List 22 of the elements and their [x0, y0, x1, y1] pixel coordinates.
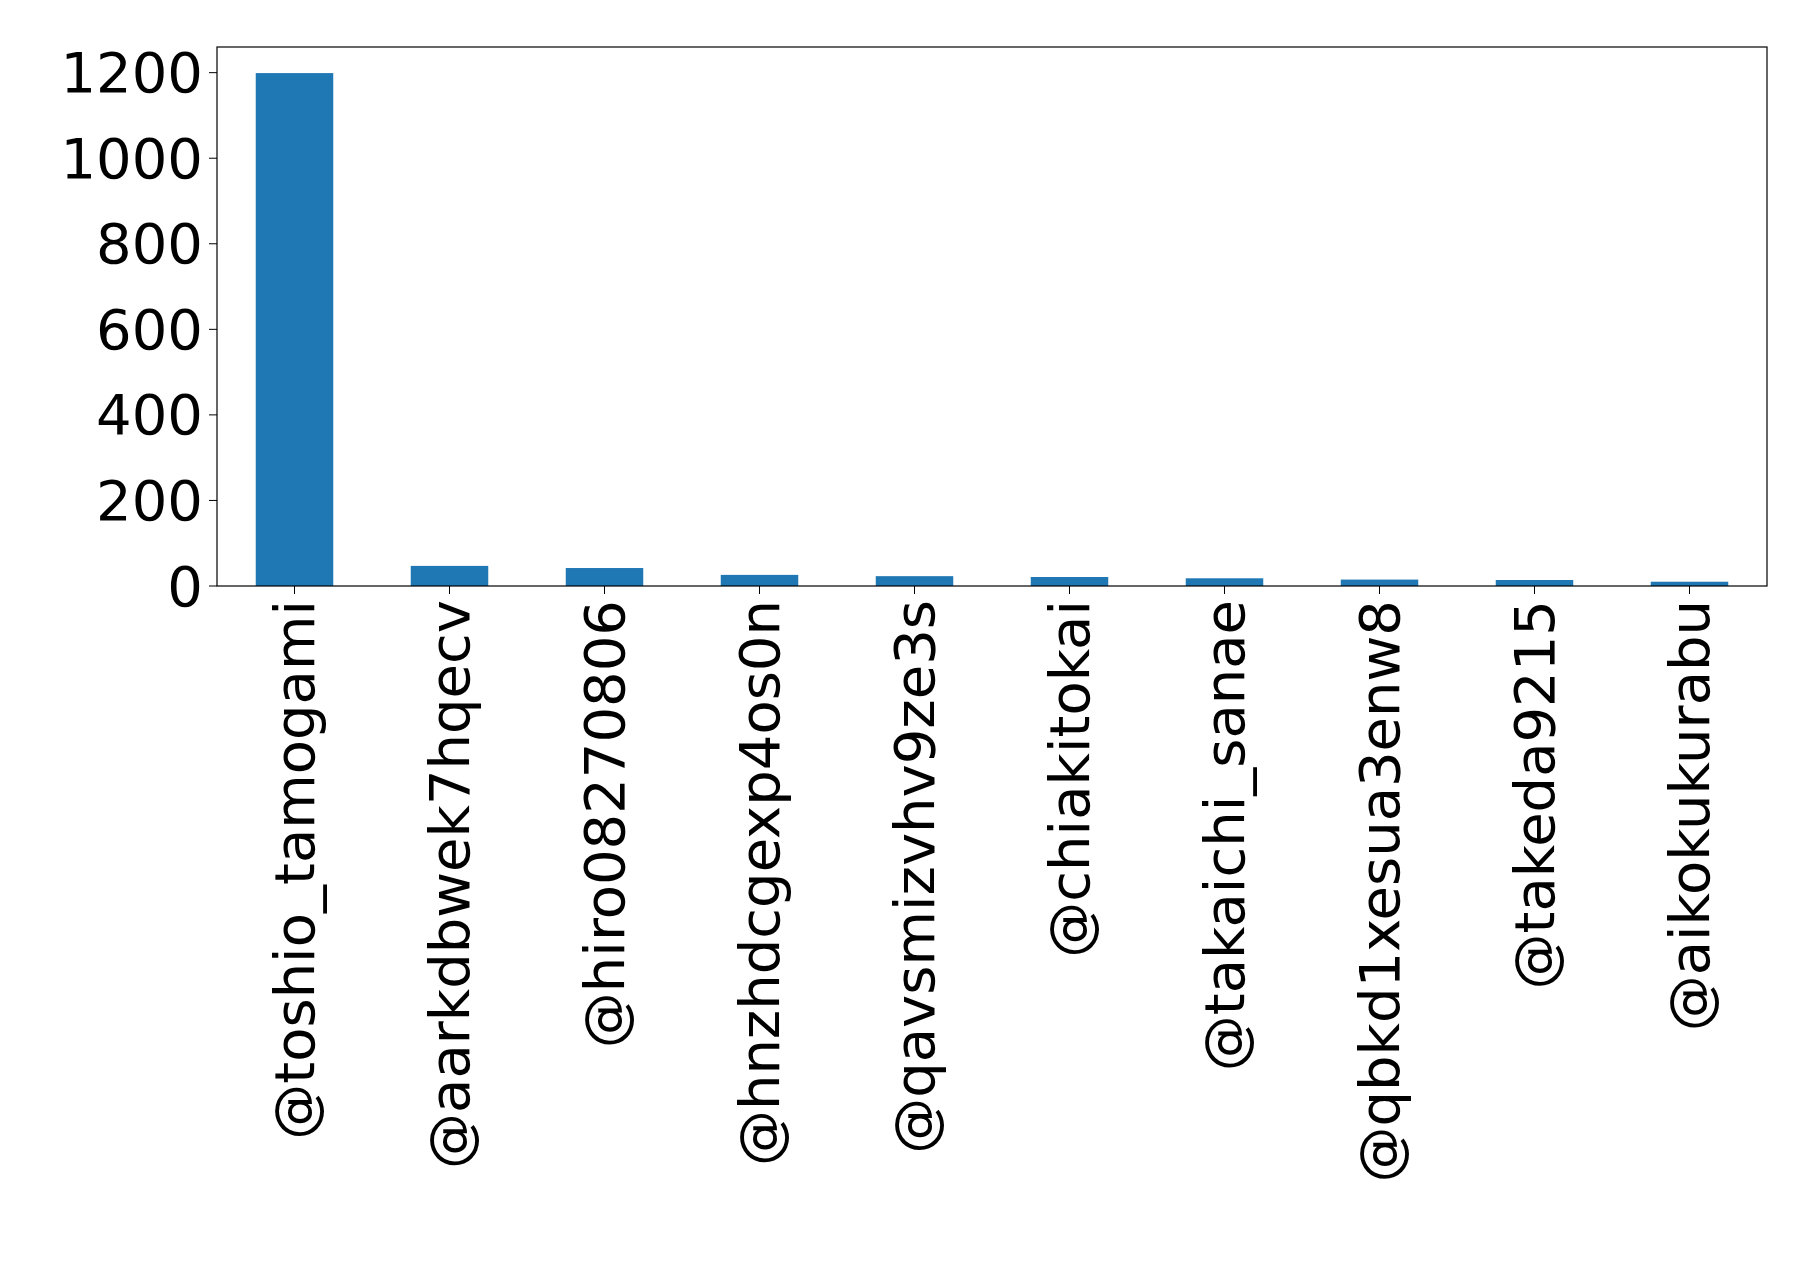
y-tick-label: 1200 [60, 40, 203, 106]
bar [875, 576, 954, 586]
y-tick-label: 200 [96, 468, 203, 534]
x-tick-label: @hnzhdcgexp4os0n [727, 600, 793, 1167]
bar [1185, 578, 1264, 586]
bar [410, 565, 489, 586]
x-tick-label: @qbkd1xesua3enw8 [1347, 600, 1413, 1183]
x-tick-label: @toshio_tamogami [262, 600, 328, 1140]
x-tick-label: @aarkdbwek7hqecv [417, 600, 483, 1169]
bar [255, 73, 334, 586]
y-tick-label: 600 [96, 296, 203, 362]
y-tick-label: 800 [96, 211, 203, 277]
bar [565, 568, 644, 586]
x-tick-label: @aikokukurabu [1657, 600, 1723, 1032]
y-tick-label: 400 [96, 382, 203, 448]
x-tick-label: @qavsmizvhv9ze3s [882, 600, 948, 1154]
y-tick-label: 0 [167, 553, 203, 619]
y-tick-label: 1000 [60, 125, 203, 191]
x-tick-label: @hiro08270806 [572, 600, 638, 1049]
x-tick-label: @takeda9215 [1502, 600, 1568, 990]
x-tick-label: @takaichi_sanae [1192, 600, 1258, 1072]
x-tick-label: @chiakitokai [1037, 600, 1103, 958]
